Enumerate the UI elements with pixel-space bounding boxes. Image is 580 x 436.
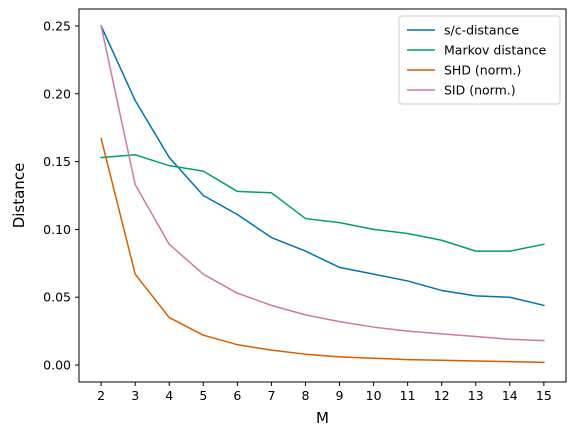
- series-line-2: [100, 137, 545, 364]
- y-tick-label: 0.05: [43, 290, 71, 305]
- x-tick-label: 11: [400, 388, 416, 403]
- x-tick-label: 4: [165, 388, 173, 403]
- x-tick-label: 12: [434, 388, 450, 403]
- y-tick-label: 0.20: [43, 86, 71, 101]
- legend: s/c-distance Markov distance SHD (norm.) SI…: [398, 15, 561, 105]
- legend-label: s/c-distance: [444, 23, 519, 38]
- plot-area-frame: [78, 8, 567, 383]
- y-tick-label: 0.00: [43, 358, 71, 373]
- legend-label: SHD (norm.): [444, 63, 521, 78]
- x-tick-label: 3: [131, 388, 139, 403]
- x-tick-label: 7: [267, 388, 275, 403]
- series-line-0: [100, 24, 545, 307]
- series-line-3: [100, 25, 545, 342]
- x-tick-label: 13: [468, 388, 484, 403]
- x-tick-label: 9: [336, 388, 344, 403]
- legend-box: [398, 15, 561, 105]
- x-tick-label: 15: [536, 388, 552, 403]
- legend-label: SID (norm.): [444, 83, 516, 98]
- y-tick-label: 0.10: [43, 222, 71, 237]
- x-tick-label: 5: [199, 388, 207, 403]
- x-axis-label: M: [316, 409, 329, 427]
- x-axis: 2 3 4 5 6 7 8 9 10 11 12 13 14 15: [97, 382, 552, 403]
- series-line-1: [100, 154, 545, 252]
- y-axis-label: Distance: [10, 163, 28, 229]
- series-layer: [100, 24, 545, 364]
- legend-label: Markov distance: [444, 43, 547, 58]
- y-axis: 0.00 0.05 0.10 0.15 0.20 0.25: [43, 18, 79, 373]
- y-tick-label: 0.25: [43, 18, 71, 33]
- x-tick-label: 6: [233, 388, 241, 403]
- x-tick-label: 10: [366, 388, 382, 403]
- x-tick-label: 14: [502, 388, 518, 403]
- x-tick-label: 2: [97, 388, 105, 403]
- y-tick-label: 0.15: [43, 154, 71, 169]
- x-tick-label: 8: [301, 388, 309, 403]
